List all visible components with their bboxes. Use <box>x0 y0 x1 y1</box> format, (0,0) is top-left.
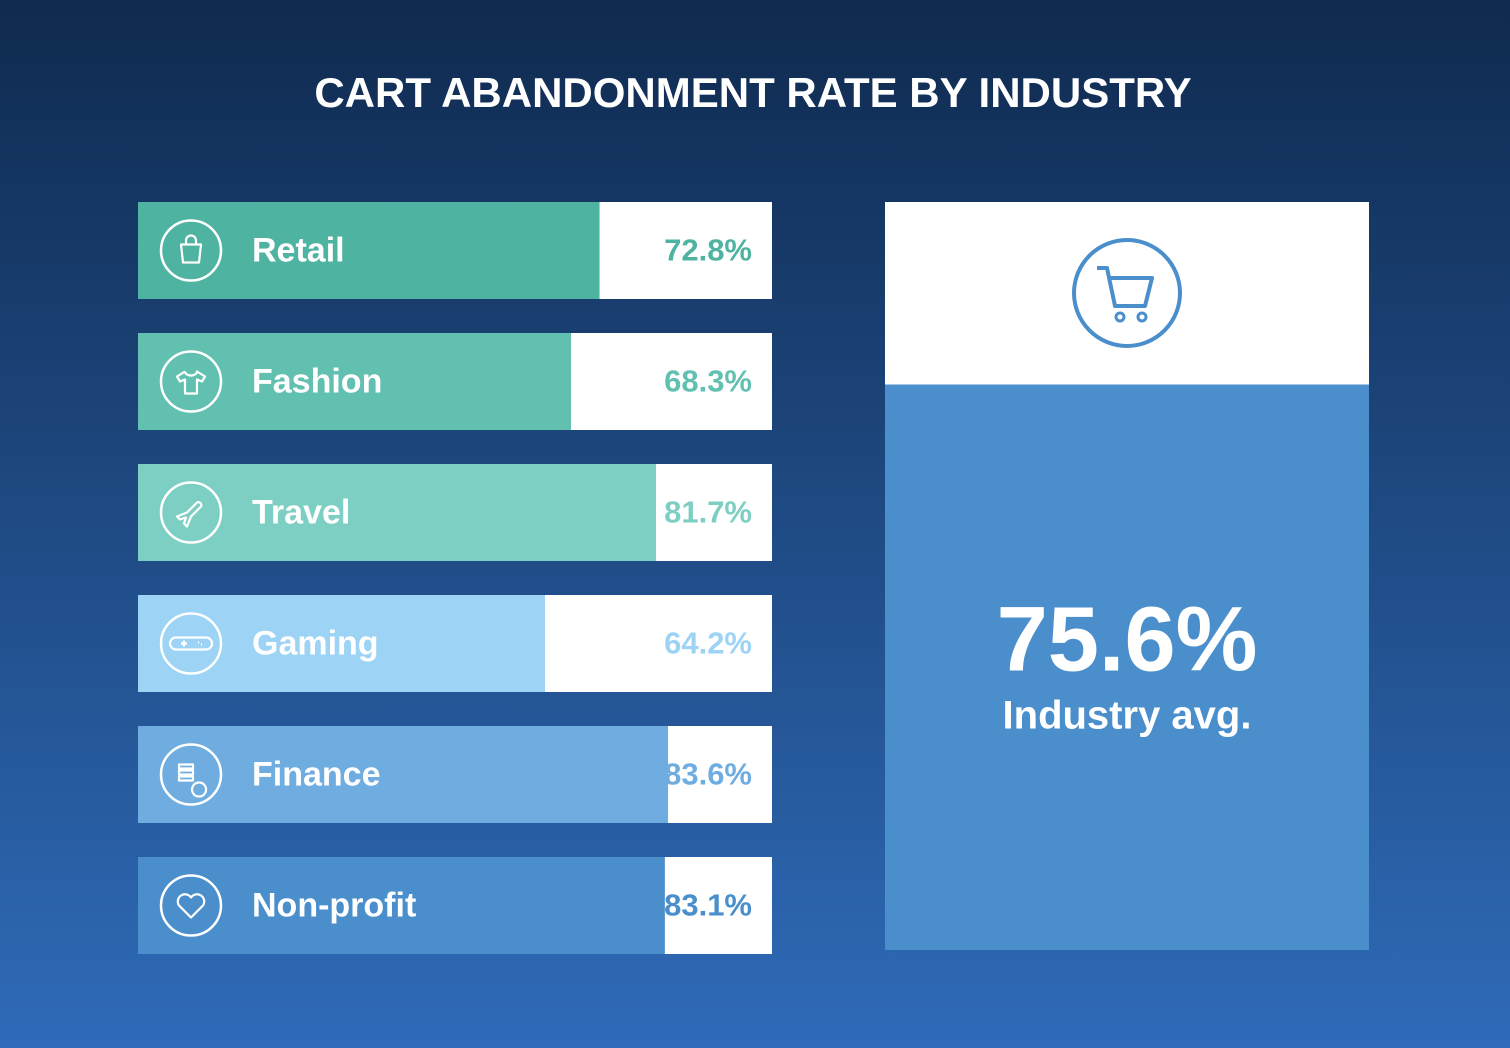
icon-ring <box>159 743 223 806</box>
cart-wheel <box>1136 311 1148 323</box>
icon <box>179 234 203 264</box>
category-label: Finance <box>252 755 380 793</box>
category-label: Non-profit <box>252 886 416 924</box>
category-label: Retail <box>252 231 345 269</box>
value-label: 81.7% <box>664 495 752 530</box>
average-fill <box>885 384 1369 951</box>
average-caption: Industry avg. <box>1003 694 1252 738</box>
value-label: 83.6% <box>664 757 752 792</box>
cart-wheel <box>1114 311 1126 323</box>
bar <box>138 464 656 561</box>
average-value: 75.6% <box>997 588 1258 690</box>
bar <box>138 726 669 823</box>
value-label: 64.2% <box>664 626 752 661</box>
bar <box>138 595 546 692</box>
category-label: Travel <box>252 493 350 531</box>
cart-ring <box>1072 238 1182 348</box>
chart-title: CART ABANDONMENT RATE BY INDUSTRY <box>314 69 1191 116</box>
icon-ring <box>159 481 223 544</box>
category-label: Gaming <box>252 624 379 662</box>
icon <box>175 370 207 395</box>
icon <box>168 636 214 651</box>
value-label: 68.3% <box>664 364 752 399</box>
value-label: 83.1% <box>664 888 752 923</box>
icon-ring <box>159 350 223 413</box>
icon <box>177 763 208 798</box>
bar <box>138 202 600 299</box>
icon-ring <box>159 612 223 675</box>
bar <box>138 333 572 430</box>
icon <box>175 501 203 528</box>
bar <box>138 857 665 954</box>
icon <box>176 893 206 919</box>
icon-ring <box>159 219 223 282</box>
value-label: 72.8% <box>664 233 752 268</box>
cart-icon <box>1097 266 1154 308</box>
icon-ring <box>159 874 223 937</box>
category-label: Fashion <box>252 362 382 400</box>
